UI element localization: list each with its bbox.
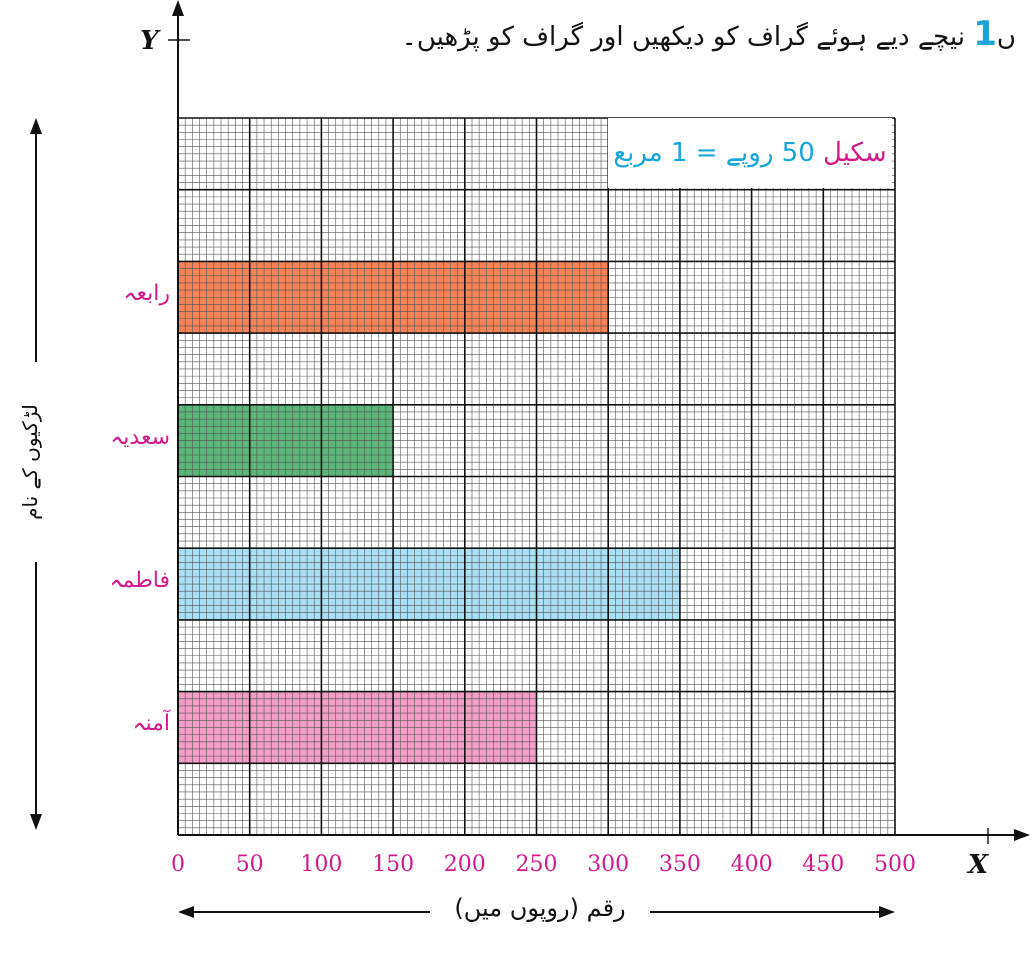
grid-layer <box>177 117 896 836</box>
x-tick-label: 50 <box>235 852 264 877</box>
heading-prefix: ں <box>996 22 1016 52</box>
scale-value: 50 روپے = 1 مربع <box>613 138 815 168</box>
y-axis-label: لڑکیوں کے نام <box>18 362 42 562</box>
category-label: آمنہ <box>132 711 170 737</box>
category-label: رابعہ <box>123 281 170 307</box>
x-tick-label: 350 <box>658 852 701 877</box>
heading-text: نیچے دیے ہوئے گراف کو دیکھیں اور گراف کو… <box>401 22 965 52</box>
major-grid <box>177 117 896 836</box>
x-tick-label: 200 <box>443 852 486 877</box>
y-label-arrow-bottom <box>30 814 42 830</box>
exercise-number: 1 <box>973 14 997 54</box>
x-tick-label: 250 <box>515 852 558 877</box>
x-tick-label: 100 <box>300 852 343 877</box>
y-axis-letter: Y <box>140 26 159 56</box>
x-axis-letter: X <box>968 850 989 880</box>
x-tick-label: 150 <box>372 852 415 877</box>
y-axis-arrow <box>172 0 184 16</box>
x-tick-label: 450 <box>802 852 845 877</box>
x-tick-label: 400 <box>730 852 773 877</box>
x-tick-label: 0 <box>171 852 185 877</box>
x-axis-arrow <box>1014 829 1030 841</box>
category-label: سعدیہ <box>110 424 170 450</box>
y-label-arrow-top <box>30 118 42 134</box>
scale-box: سکیل 50 روپے = 1 مربع <box>608 118 892 188</box>
category-label: فاطمہ <box>109 568 170 594</box>
x-tick-label: 500 <box>874 852 916 877</box>
page-heading: ں1 نیچے دیے ہوئے گراف کو دیکھیں اور گراف… <box>402 14 1016 54</box>
x-tick-label: 300 <box>587 852 630 877</box>
x-label-arrow-left <box>178 906 194 918</box>
scale-key: سکیل <box>823 138 887 168</box>
x-label-arrow-right <box>879 906 895 918</box>
x-axis-label: رقم (روپوں میں) <box>430 894 650 922</box>
